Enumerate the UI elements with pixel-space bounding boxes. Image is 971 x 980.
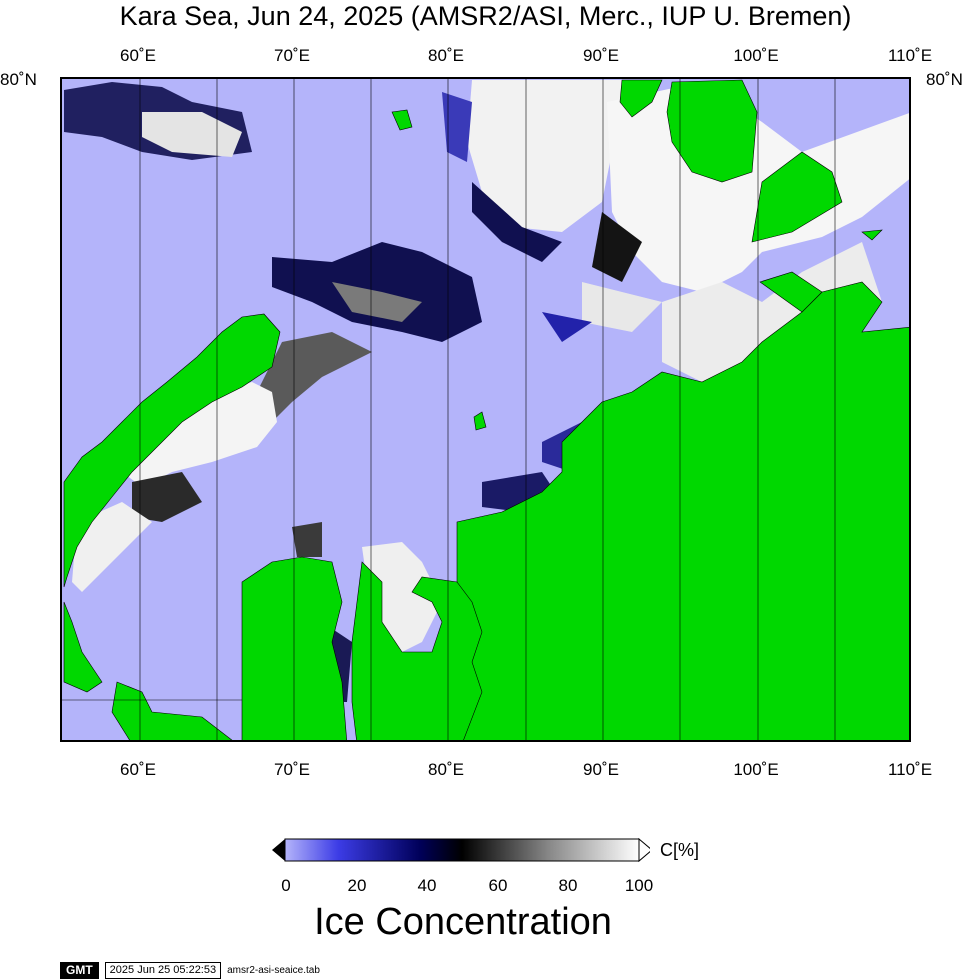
lon-label-top-100: 100˚E <box>733 46 779 65</box>
colorbar-ramp <box>284 838 640 862</box>
lon-label-bottom-100: 100˚E <box>733 760 779 779</box>
colorbar-min-arrow <box>272 839 285 861</box>
lon-label-top-60: 60˚E <box>120 46 156 65</box>
lat-label-right-80: 80˚N <box>926 70 963 89</box>
colorbar-tick-40: 40 <box>417 876 437 895</box>
colorbar-tick-60: 60 <box>488 876 508 895</box>
lon-label-top-90: 90˚E <box>583 46 619 65</box>
land-severnaya-zemlya <box>619 79 883 243</box>
land-yamal-gydan <box>241 556 483 740</box>
gmt-logo: GMT <box>60 961 99 979</box>
lon-label-bottom-70: 70˚E <box>274 760 310 779</box>
map-canvas <box>62 79 909 740</box>
land-small-islands <box>391 109 487 431</box>
colorbar-tick-0: 0 <box>281 876 291 895</box>
colorbar-tick-20: 20 <box>347 876 367 895</box>
sea-ice-northwest <box>64 82 482 422</box>
lon-label-top-110: 110˚E <box>887 46 933 65</box>
land-south <box>111 681 233 740</box>
colorbar-max-arrow <box>638 837 653 863</box>
colorbar <box>270 836 653 866</box>
footer: GMT 2025 Jun 25 05:22:53 amsr2-asi-seaic… <box>60 961 320 979</box>
lon-label-bottom-90: 90˚E <box>583 760 619 779</box>
colorbar-tick-80: 80 <box>558 876 578 895</box>
lat-label-left-80: 80˚N <box>0 70 37 89</box>
lon-label-bottom-110: 110˚E <box>887 760 933 779</box>
map-title: Kara Sea, Jun 24, 2025 (AMSR2/ASI, Merc.… <box>119 1 852 31</box>
colorbar-title: Ice Concentration <box>314 901 612 943</box>
colorbar-unit: C[%] <box>660 840 700 860</box>
sea-ice-novaya-zemlya <box>72 382 277 592</box>
ice-concentration-map <box>60 77 911 742</box>
graticule <box>62 79 836 740</box>
colorbar-tick-100: 100 <box>624 876 654 895</box>
land-novaya-zemlya <box>63 313 281 693</box>
lon-label-bottom-80: 80˚E <box>428 760 464 779</box>
timestamp: 2025 Jun 25 05:22:53 <box>104 961 222 979</box>
source-filename: amsr2-asi-seaice.tab <box>227 964 320 976</box>
colorbar-graphic <box>272 837 653 863</box>
lon-label-top-80: 80˚E <box>428 46 464 65</box>
lon-label-bottom-60: 60˚E <box>120 760 156 779</box>
lon-label-top-70: 70˚E <box>274 46 310 65</box>
land-taymyr <box>456 271 909 740</box>
